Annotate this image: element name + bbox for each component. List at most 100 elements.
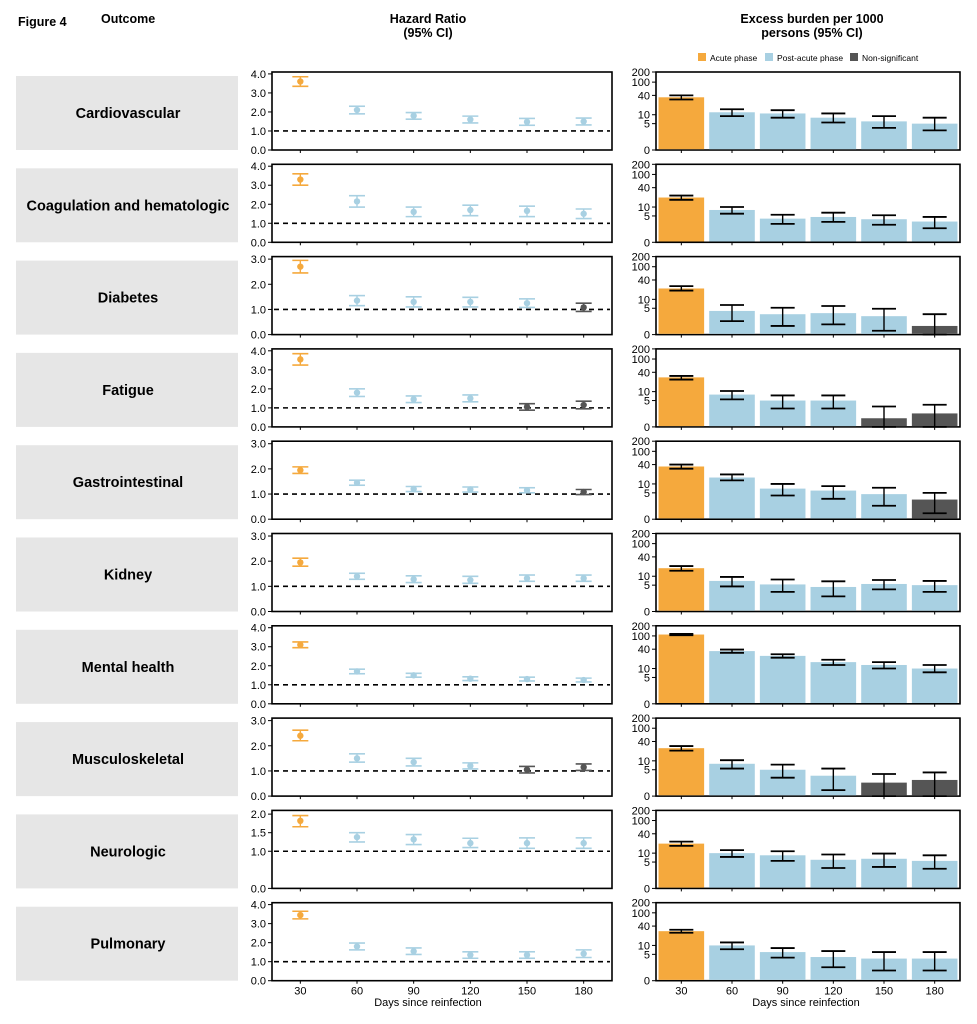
hr-y-tick-label: 1.0 (251, 581, 266, 593)
eb-y-tick-label: 40 (638, 275, 650, 287)
outcome-label-box (16, 629, 238, 704)
hr-point (523, 118, 531, 126)
hr-panel-frame (271, 809, 613, 890)
eb-y-tick-label: 40 (638, 90, 650, 102)
eb-y-tick-label: 0 (644, 791, 650, 803)
eb-bar (759, 655, 806, 703)
outcome-label-box (16, 168, 238, 243)
eb-bar (810, 957, 857, 980)
eb-x-tick-label: 90 (777, 986, 789, 998)
eb-y-tick-label: 200 (632, 436, 650, 448)
hr-y-tick-label: 4.0 (251, 161, 266, 173)
hr-y-tick-label: 2.0 (251, 199, 266, 211)
outcome-label-box (16, 906, 238, 981)
eb-bar (658, 377, 705, 427)
legend-swatch (850, 53, 858, 61)
hr-point (467, 395, 474, 402)
outcome-label: Fatigue (102, 383, 154, 399)
hr-point (410, 836, 417, 843)
hr-point (297, 78, 304, 85)
eb-y-tick-label: 200 (632, 67, 650, 79)
eb-bar (709, 310, 755, 334)
hr-point (580, 210, 587, 217)
hr-y-tick-label: 0.0 (251, 422, 266, 434)
outcome-label: Pulmonary (91, 937, 166, 953)
hr-point (467, 951, 474, 959)
legend-label: Acute phase (710, 53, 758, 63)
hr-point (580, 488, 587, 496)
hr-y-tick-label: 2.0 (251, 741, 266, 753)
hr-point (353, 755, 361, 762)
eb-y-tick-label: 200 (632, 252, 650, 264)
eb-x-axis-title: Days since reinfection (752, 997, 860, 1009)
hr-point (297, 263, 304, 270)
hr-point (410, 948, 417, 955)
outcome-label-box (16, 445, 238, 520)
eb-panel-frame (655, 809, 961, 890)
hr-x-tick-label: 30 (294, 986, 306, 998)
eb-y-tick-label: 40 (638, 183, 650, 195)
eb-bar (658, 97, 705, 150)
eb-bar (658, 748, 705, 796)
hr-point (467, 675, 474, 682)
hr-point (467, 116, 474, 123)
eb-bar (709, 853, 755, 888)
outcome-label-box (16, 76, 238, 150)
eb-y-tick-label: 5 (644, 672, 650, 684)
hr-y-tick-label: 1.0 (251, 489, 266, 501)
legend-swatch (698, 53, 706, 61)
hazard-ratio-header: Hazard Ratio (390, 12, 467, 26)
hr-y-tick-label: 1.0 (251, 218, 266, 230)
hr-point (523, 299, 531, 307)
hr-point (523, 675, 531, 683)
hr-point (297, 817, 304, 824)
eb-bar (810, 662, 857, 703)
hr-x-tick-label: 90 (408, 986, 420, 998)
hr-y-tick-label: 2.0 (251, 384, 266, 396)
hr-point (580, 676, 587, 684)
hr-point (523, 951, 531, 959)
eb-y-tick-label: 0 (644, 422, 650, 434)
hr-panel-frame (271, 255, 613, 336)
hr-panel-frame (271, 901, 613, 982)
eb-y-tick-label: 100 (632, 723, 650, 735)
eb-bar (861, 664, 907, 703)
eb-y-tick-label: 10 (638, 294, 650, 306)
hr-y-tick-label: 0.0 (251, 883, 266, 895)
outcome-label: Mental health (82, 660, 175, 676)
eb-y-tick-label: 10 (638, 110, 650, 122)
hr-panel-frame (271, 532, 613, 613)
hr-y-tick-label: 2.0 (251, 661, 266, 673)
eb-y-tick-label: 5 (644, 765, 650, 777)
hr-point (523, 207, 531, 215)
hr-x-tick-label: 150 (518, 986, 536, 998)
hr-y-tick-label: 1.0 (251, 957, 266, 969)
hr-panel-frame (271, 71, 613, 151)
hr-point (580, 839, 587, 847)
eb-y-tick-label: 0 (644, 699, 650, 711)
hr-y-tick-label: 0.0 (251, 976, 266, 988)
hr-point (297, 356, 304, 363)
eb-y-tick-label: 200 (632, 805, 650, 817)
hr-point (410, 576, 417, 583)
eb-x-tick-label: 180 (925, 986, 943, 998)
eb-y-tick-label: 100 (632, 446, 650, 458)
hr-point (353, 479, 361, 486)
hr-panel-frame (271, 440, 613, 521)
eb-y-tick-label: 100 (632, 354, 650, 366)
eb-y-tick-label: 10 (638, 479, 650, 491)
hr-point (353, 668, 361, 675)
eb-panel-frame (655, 348, 961, 428)
hr-y-tick-label: 0.0 (251, 237, 266, 249)
hr-y-tick-label: 0.0 (251, 145, 266, 157)
eb-y-tick-label: 0 (644, 145, 650, 157)
hazard-ratio-subheader: (95% CI) (403, 26, 452, 40)
eb-bar (658, 843, 705, 888)
hr-y-tick-label: 2.0 (251, 107, 266, 119)
hr-panel-frame (271, 163, 613, 244)
outcome-label-box (16, 537, 238, 612)
